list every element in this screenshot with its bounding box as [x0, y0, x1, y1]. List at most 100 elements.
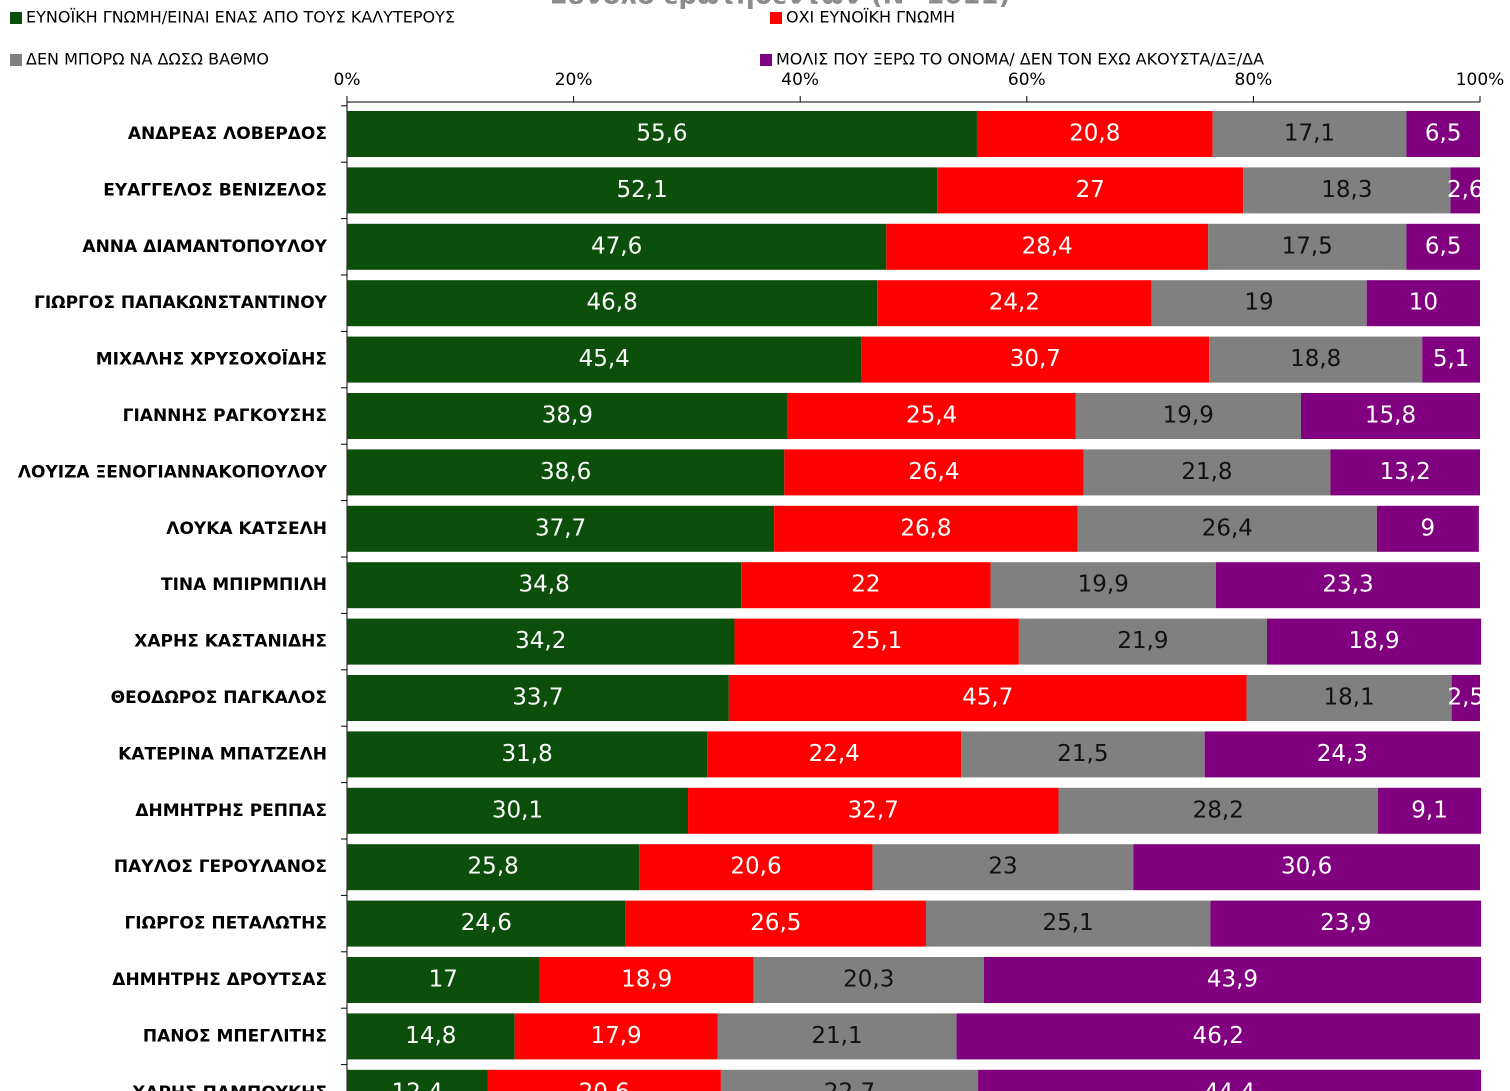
bar-segment	[753, 957, 984, 1003]
bar-segment	[347, 280, 878, 327]
data-label: 12,4	[392, 1079, 443, 1091]
bar-segment	[639, 844, 873, 891]
legend-label: ΔΕΝ ΜΠΟΡΩ ΝΑ ΔΩΣΩ ΒΑΘΜΟ	[26, 50, 269, 69]
data-label: 10	[1409, 290, 1438, 316]
data-label: 20,3	[843, 967, 894, 993]
data-label: 5,1	[1433, 346, 1470, 372]
x-tick-label: 20%	[555, 70, 593, 90]
bar-segment	[1209, 336, 1423, 383]
bar-segment	[1451, 675, 1480, 721]
bar-segment	[347, 844, 640, 891]
bar-segment	[1366, 280, 1480, 327]
bar-segment	[1077, 505, 1377, 552]
bar-segment	[877, 280, 1152, 327]
data-label: 22,4	[809, 741, 860, 767]
x-tick-label: 60%	[1008, 70, 1046, 90]
bar-segment	[1376, 505, 1479, 552]
data-label: 26,4	[1202, 515, 1253, 541]
y-tick-label: ΑΝΝΑ ΔΙΑΜΑΝΤΟΠΟΥΛΟΥ	[82, 237, 327, 257]
bar-segment	[1216, 562, 1480, 609]
bar-segment	[1133, 844, 1480, 891]
y-tick-label: ΚΑΤΕΡΙΝΑ ΜΠΑΤΖΕΛΗ	[118, 744, 327, 764]
bar-segment	[688, 787, 1059, 834]
data-label: 30,6	[1281, 854, 1332, 880]
data-label: 17,1	[1284, 121, 1335, 147]
data-label: 9	[1421, 515, 1436, 541]
bar-segment	[514, 1013, 718, 1060]
bar-segment	[717, 1013, 957, 1060]
bar-segment	[886, 223, 1209, 270]
bar-segment	[983, 957, 1482, 1003]
y-tick-label: ΜΙΧΑΛΗΣ ΧΡΥΣΟΧΟΪΔΗΣ	[96, 348, 327, 370]
bar-segment	[925, 900, 1211, 947]
chart-title: Σύνολο ερωτηθέντων (N=1011)	[550, 0, 1011, 11]
data-label: 23,3	[1322, 572, 1373, 598]
bar-segment	[347, 787, 689, 834]
data-label: 34,2	[515, 628, 566, 654]
data-label: 14,8	[405, 1023, 456, 1049]
data-label: 18,9	[1348, 628, 1399, 654]
data-label: 23,9	[1320, 910, 1371, 936]
data-label: 25,8	[468, 854, 519, 880]
bar-segment	[487, 1069, 721, 1091]
data-label: 46,2	[1193, 1023, 1244, 1049]
bar-segment	[1330, 449, 1480, 496]
legend-label: ΟΧΙ ΕΥΝΟΪΚΗ ΓΝΩΜΗ	[786, 8, 955, 27]
bar-segment	[347, 900, 626, 947]
bar-segment	[347, 223, 887, 270]
y-tick-label: ΓΙΑΝΝΗΣ ΡΑΓΚΟΥΣΗΣ	[123, 406, 327, 426]
data-label: 18,3	[1321, 177, 1372, 203]
legend-swatch	[10, 12, 22, 24]
data-label: 21,9	[1117, 628, 1168, 654]
data-label: 20,8	[1069, 121, 1120, 147]
data-label: 18,9	[621, 967, 672, 993]
x-tick-label: 100%	[1456, 70, 1505, 90]
legend-swatch	[10, 54, 22, 66]
data-label: 45,7	[962, 685, 1013, 711]
bar-segment	[937, 167, 1244, 214]
bar-segment	[347, 562, 742, 609]
bar-segment	[1246, 675, 1452, 721]
bar-segment	[347, 336, 862, 383]
bar-segment	[961, 731, 1205, 778]
bar-segment	[1450, 167, 1480, 214]
y-tick-label: ΓΙΩΡΓΟΣ ΠΕΤΑΛΩΤΗΣ	[124, 914, 327, 934]
data-label: 25,1	[851, 628, 902, 654]
y-tick-label: ΔΗΜΗΤΡΗΣ ΡΕΠΠΑΣ	[135, 801, 327, 821]
y-tick-label: ΠΑΝΟΣ ΜΠΕΓΛΙΤΗΣ	[143, 1026, 327, 1046]
bar-segment	[1058, 787, 1379, 834]
y-tick-label: ΤΙΝΑ ΜΠΙΡΜΠΙΛΗ	[161, 575, 327, 595]
data-label: 19,9	[1163, 403, 1214, 429]
data-label: 15,8	[1365, 403, 1416, 429]
bar-segment	[978, 1069, 1482, 1091]
bar-segment	[1075, 393, 1301, 439]
data-label: 2,5	[1448, 685, 1485, 711]
data-label: 27	[1076, 177, 1105, 203]
bar-segment	[347, 618, 735, 665]
bar-segment	[347, 449, 785, 496]
data-label: 38,6	[540, 459, 591, 485]
legend-swatch	[770, 12, 782, 24]
data-label: 46,8	[587, 290, 638, 316]
data-label: 24,3	[1317, 741, 1368, 767]
bar-segment	[784, 449, 1084, 496]
data-label: 25,4	[906, 403, 957, 429]
bar-segment	[1204, 731, 1480, 778]
bar-segment	[1212, 111, 1407, 157]
bar-segment	[976, 111, 1213, 157]
x-tick-label: 80%	[1235, 70, 1273, 90]
data-label: 13,2	[1380, 459, 1431, 485]
data-label: 20,6	[730, 854, 781, 880]
legend-swatch	[760, 54, 772, 66]
data-label: 21,1	[811, 1023, 862, 1049]
data-label: 17,9	[590, 1023, 641, 1049]
y-tick-label: ΔΗΜΗΤΡΗΣ ΔΡΟΥΤΣΑΣ	[112, 970, 327, 990]
bar-segment	[728, 675, 1247, 721]
y-tick-label: ΘΕΟΔΩΡΟΣ ΠΑΓΚΑΛΟΣ	[111, 688, 327, 708]
bar-segment	[1422, 336, 1480, 383]
bar-segment	[774, 505, 1078, 552]
data-label: 31,8	[502, 741, 553, 767]
data-label: 45,4	[579, 346, 630, 372]
y-tick-label: ΓΙΩΡΓΟΣ ΠΑΠΑΚΩΝΣΤΑΝΤΙΝΟΥ	[34, 293, 328, 313]
bar-segment	[347, 1069, 488, 1091]
